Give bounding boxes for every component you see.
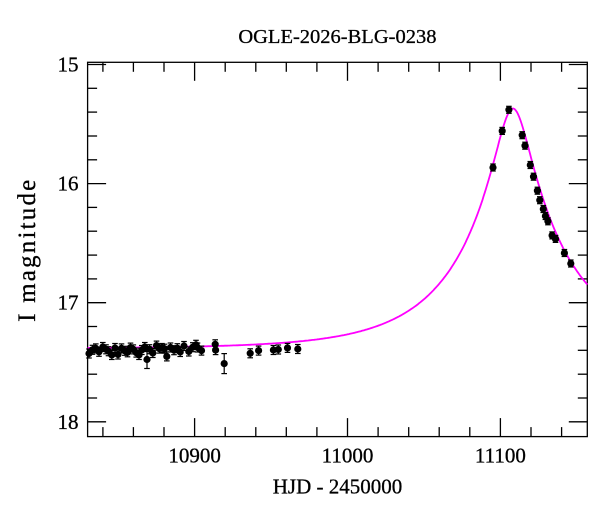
svg-text:16: 16 [58, 172, 79, 196]
svg-text:15: 15 [58, 53, 79, 77]
svg-text:HJD - 2450000: HJD - 2450000 [273, 474, 403, 498]
svg-text:I magnitude: I magnitude [14, 178, 41, 322]
svg-text:18: 18 [58, 410, 79, 434]
svg-text:11000: 11000 [322, 443, 374, 467]
svg-text:17: 17 [58, 291, 79, 315]
svg-text:OGLE-2026-BLG-0238: OGLE-2026-BLG-0238 [238, 26, 436, 48]
svg-text:10900: 10900 [168, 443, 221, 467]
svg-text:11100: 11100 [475, 443, 526, 467]
